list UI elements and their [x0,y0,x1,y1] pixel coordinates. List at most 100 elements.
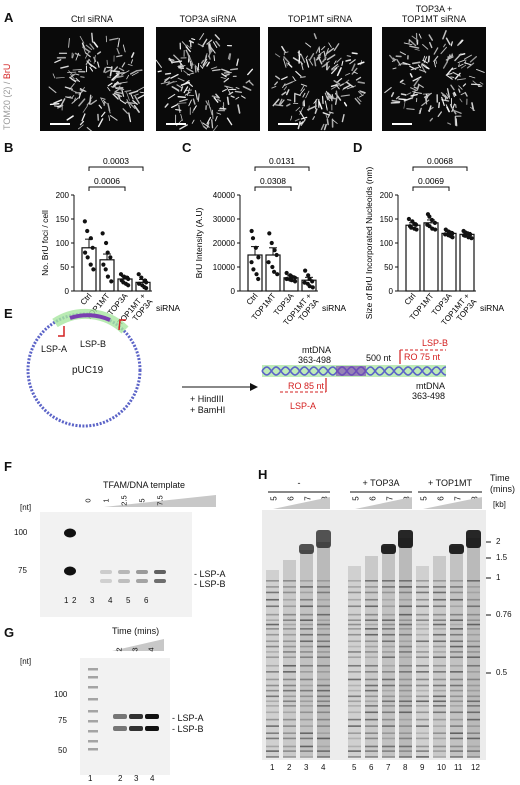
data-point [266,260,271,265]
gel-band [416,623,429,626]
data-point [429,217,435,223]
h-marker: 1.5 [496,553,508,562]
lsp-b-band [113,726,127,731]
gel-band [382,725,395,727]
lsp-a-band [118,570,130,574]
gel-band [300,756,313,758]
data-point [251,267,256,272]
gel-band [300,633,313,636]
gel-band [450,645,463,648]
gel-band [399,725,412,727]
gel-band [450,619,463,622]
gel-band [416,656,429,659]
gel-band [467,700,480,703]
y-tick-label: 0 [389,287,394,296]
gel-band [399,591,412,594]
gel-band [317,619,330,622]
gel-band [399,684,412,687]
gel-band [450,678,463,681]
gel-band [450,640,463,643]
gel-band [365,718,378,721]
gel-band [433,750,446,752]
gel-band [467,605,480,608]
micrograph-texture [384,30,485,127]
gel-band [365,619,378,622]
micrograph [156,27,260,131]
gel-band [266,586,279,588]
gel-band [283,745,296,748]
lsp-b-red: LSP-B [422,338,449,348]
lane-smear [416,566,429,758]
lsp-b-band [136,579,148,583]
gel-band [300,750,313,752]
micrograph [268,27,372,131]
micrograph-title: TOP3A siRNA [179,14,237,24]
gel-band [399,651,412,653]
data-point [249,260,254,265]
gel-band [416,700,429,703]
gel-band [365,605,378,608]
data-point [103,267,108,272]
h-gradient-wedge [273,497,330,509]
gel-band [365,664,378,667]
gel-band [416,745,429,748]
gel-band [283,619,296,622]
gel-band [399,623,412,626]
gel-band [467,613,480,616]
data-point [108,255,113,260]
f-conc-label: 1 [101,498,111,503]
gel-band [399,737,412,740]
gel-band [399,645,412,648]
data-point [139,275,144,280]
gel-band [467,732,480,735]
data-point [413,222,419,227]
gel-band [283,718,296,721]
significance-bracket [412,166,468,171]
bar [423,222,439,292]
lane-number: 1 [88,774,93,783]
data-point [274,252,279,258]
gel-band [300,684,313,687]
gel-band [399,580,412,582]
gel-band [399,750,412,752]
gel-band [382,651,395,653]
fragment-length: 500 nt [366,353,392,363]
data-point [271,269,277,274]
gel-band [382,689,395,692]
gel-band [348,678,361,681]
gel-band [467,737,480,740]
gel-band [266,671,279,673]
plasmid-name: pUC19 [72,365,104,376]
gel-band [399,633,412,636]
gel-band [365,623,378,626]
h-marker: 0.76 [496,610,512,619]
gel-band [283,725,296,727]
micrograph-texture [48,32,144,131]
gel-band [300,705,313,707]
data-point [126,276,131,282]
data-point [105,250,110,255]
gel-band [399,619,412,622]
gel-band [317,628,330,630]
data-point [306,273,311,278]
gel-band [365,756,378,758]
gel-band [450,623,463,626]
gel-band [467,580,480,582]
gel-band [416,645,429,648]
gel-band [365,640,378,643]
gel-band [317,605,330,608]
data-point [269,240,274,246]
gel-band [382,656,395,659]
gel-band [365,598,378,601]
gel-band [467,619,480,622]
h-unit: [kb] [493,500,506,509]
gel-band [348,671,361,673]
gel-band [317,750,330,752]
lane-smear [467,538,480,758]
gel-band [317,586,330,588]
gel-band [399,756,412,758]
gel-band [317,756,330,758]
gel-band [283,711,296,714]
gel-band [266,651,279,653]
